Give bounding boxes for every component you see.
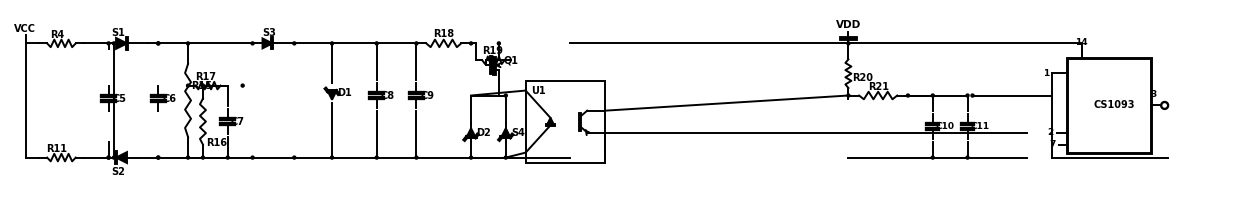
Circle shape (156, 42, 160, 45)
Circle shape (906, 94, 909, 97)
Circle shape (376, 42, 378, 45)
Circle shape (201, 156, 205, 159)
Text: 1: 1 (1043, 69, 1049, 78)
Polygon shape (117, 38, 126, 49)
Text: C10: C10 (936, 122, 955, 131)
Circle shape (252, 156, 254, 159)
Circle shape (505, 94, 507, 97)
Text: S3: S3 (263, 29, 277, 38)
Circle shape (107, 42, 110, 45)
Text: R19: R19 (482, 46, 503, 56)
Polygon shape (263, 38, 273, 48)
Text: S1: S1 (112, 29, 125, 38)
Text: VCC: VCC (15, 25, 36, 34)
Text: 7: 7 (1049, 140, 1056, 149)
Circle shape (415, 42, 418, 45)
Circle shape (107, 156, 110, 159)
Text: C9: C9 (420, 90, 434, 101)
Circle shape (966, 156, 968, 159)
Text: VDD: VDD (836, 20, 861, 30)
Circle shape (847, 42, 849, 45)
Text: R16: R16 (206, 138, 227, 148)
Circle shape (113, 42, 115, 45)
Circle shape (331, 42, 334, 45)
Text: C8: C8 (381, 90, 394, 101)
Text: 14: 14 (1075, 38, 1087, 47)
Polygon shape (501, 128, 511, 137)
Circle shape (470, 42, 472, 45)
Polygon shape (327, 91, 336, 100)
Circle shape (505, 156, 507, 159)
Text: S4: S4 (511, 128, 525, 138)
Text: C7: C7 (231, 117, 244, 127)
Circle shape (293, 156, 296, 159)
Circle shape (966, 94, 968, 97)
Circle shape (415, 156, 418, 159)
Circle shape (497, 42, 501, 45)
Circle shape (971, 94, 973, 97)
Polygon shape (466, 128, 475, 137)
Circle shape (113, 156, 115, 159)
Text: 3: 3 (1151, 90, 1157, 100)
Text: C11: C11 (971, 122, 990, 131)
Polygon shape (117, 152, 126, 163)
Bar (1066, 58, 1151, 153)
Text: 2: 2 (1048, 128, 1054, 137)
Text: Q1: Q1 (503, 55, 518, 65)
Polygon shape (547, 118, 554, 125)
Text: C5: C5 (113, 93, 126, 104)
Text: S2: S2 (112, 167, 125, 177)
Circle shape (156, 42, 160, 45)
Circle shape (470, 156, 472, 159)
Circle shape (293, 42, 296, 45)
Circle shape (107, 156, 110, 159)
Circle shape (252, 42, 254, 45)
Text: R17: R17 (196, 72, 217, 82)
Circle shape (931, 156, 934, 159)
Circle shape (156, 156, 160, 159)
Bar (526, 81, 605, 163)
Circle shape (156, 156, 160, 159)
Circle shape (226, 156, 229, 159)
Circle shape (931, 94, 934, 97)
Text: C6: C6 (162, 93, 176, 104)
Text: D2: D2 (476, 128, 491, 138)
Text: CS1093: CS1093 (1094, 100, 1135, 110)
Text: R20: R20 (852, 73, 873, 83)
Circle shape (186, 84, 190, 87)
Text: R18: R18 (433, 30, 454, 39)
Text: R4: R4 (50, 30, 64, 40)
Text: R15: R15 (191, 81, 212, 91)
Circle shape (241, 84, 244, 87)
Text: D1: D1 (337, 88, 352, 98)
Text: R21: R21 (868, 82, 889, 91)
Circle shape (331, 156, 334, 159)
Text: R11: R11 (46, 144, 67, 154)
Text: U1: U1 (532, 86, 547, 96)
Circle shape (376, 156, 378, 159)
Circle shape (201, 84, 205, 87)
Circle shape (847, 94, 849, 97)
Circle shape (186, 42, 190, 45)
Circle shape (186, 156, 190, 159)
